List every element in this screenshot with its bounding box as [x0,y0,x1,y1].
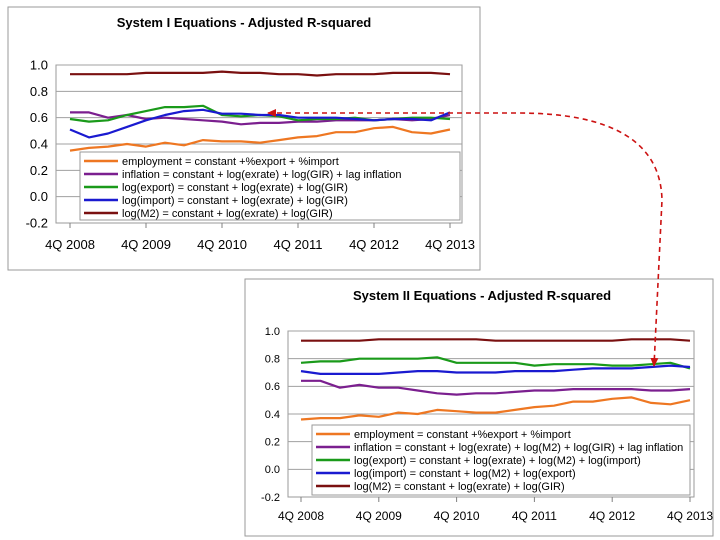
legend-label: log(export) = constant + log(exrate) + l… [122,182,348,194]
y-tick-label: 0.6 [30,110,48,125]
x-tick-label: 4Q 2011 [274,237,323,252]
x-tick-label: 4Q 2010 [434,509,480,523]
chart-system-1: System I Equations - Adjusted R-squared … [7,6,481,271]
x-tick-label: 4Q 2009 [121,237,171,252]
y-tick-label: 0.2 [265,437,280,449]
series-line-1 [301,379,691,396]
legend-label: log(import) = constant + log(exrate) + l… [122,195,348,207]
x-tick-label: 4Q 2011 [512,509,557,523]
chart-system-2: System II Equations - Adjusted R-squared… [244,278,714,537]
x-tick-label: 4Q 2013 [425,237,475,252]
legend-label: inflation = constant + log(exrate) + log… [122,169,401,181]
legend-label: log(M2) = constant + log(exrate) + log(G… [122,208,333,220]
x-tick-label: 4Q 2008 [45,237,95,252]
y-tick-label: 0.0 [30,189,48,204]
x-tick-label: 4Q 2010 [197,237,247,252]
x-tick-label: 4Q 2013 [667,509,713,523]
legend-label: employment = constant +%export + %import [354,429,571,441]
y-tick-label: 1.0 [265,326,280,338]
x-tick-label: 4Q 2012 [349,237,399,252]
chart-2-x-axis: 4Q 2008 4Q 2009 4Q 2010 4Q 2011 4Q 2012 4Q 20… [278,497,713,523]
y-tick-label: 1.0 [30,58,48,73]
chart-1-title: System I Equations - Adjusted R-squared [117,15,372,30]
series-line-3 [300,364,691,375]
y-tick-label: 0.8 [265,354,280,366]
legend-label: log(export) = constant + log(exrate) + l… [354,455,641,467]
legend-label: inflation = constant + log(exrate) + log… [354,442,683,454]
legend-label: log(import) = constant + log(M2) + log(e… [354,468,576,480]
chart-2-legend [311,424,691,496]
y-tick-label: 0.2 [30,163,48,178]
y-tick-label: 0.4 [265,409,280,421]
y-tick-label: 0.8 [30,84,48,99]
series-line-0 [300,396,691,421]
y-tick-label: -0.2 [26,216,48,231]
y-tick-label: 0.6 [265,381,280,393]
y-tick-label: 0.0 [265,464,280,476]
series-line-4 [70,70,451,77]
comparison-arrow [267,109,663,367]
legend-label: log(M2) = constant + log(exrate) + log(G… [354,481,565,493]
x-tick-label: 4Q 2012 [589,509,635,523]
y-tick-label: 0.4 [30,137,48,152]
legend-label: employment = constant +%export + %import [122,156,339,168]
x-tick-label: 4Q 2008 [278,509,324,523]
chart-2-title: System II Equations - Adjusted R-squared [353,288,611,303]
x-tick-label: 4Q 2009 [356,509,402,523]
y-tick-label: -0.2 [261,492,280,504]
chart-1-y-axis: 1.0 0.8 0.6 0.4 0.2 0.0 -0.2 [26,58,48,231]
